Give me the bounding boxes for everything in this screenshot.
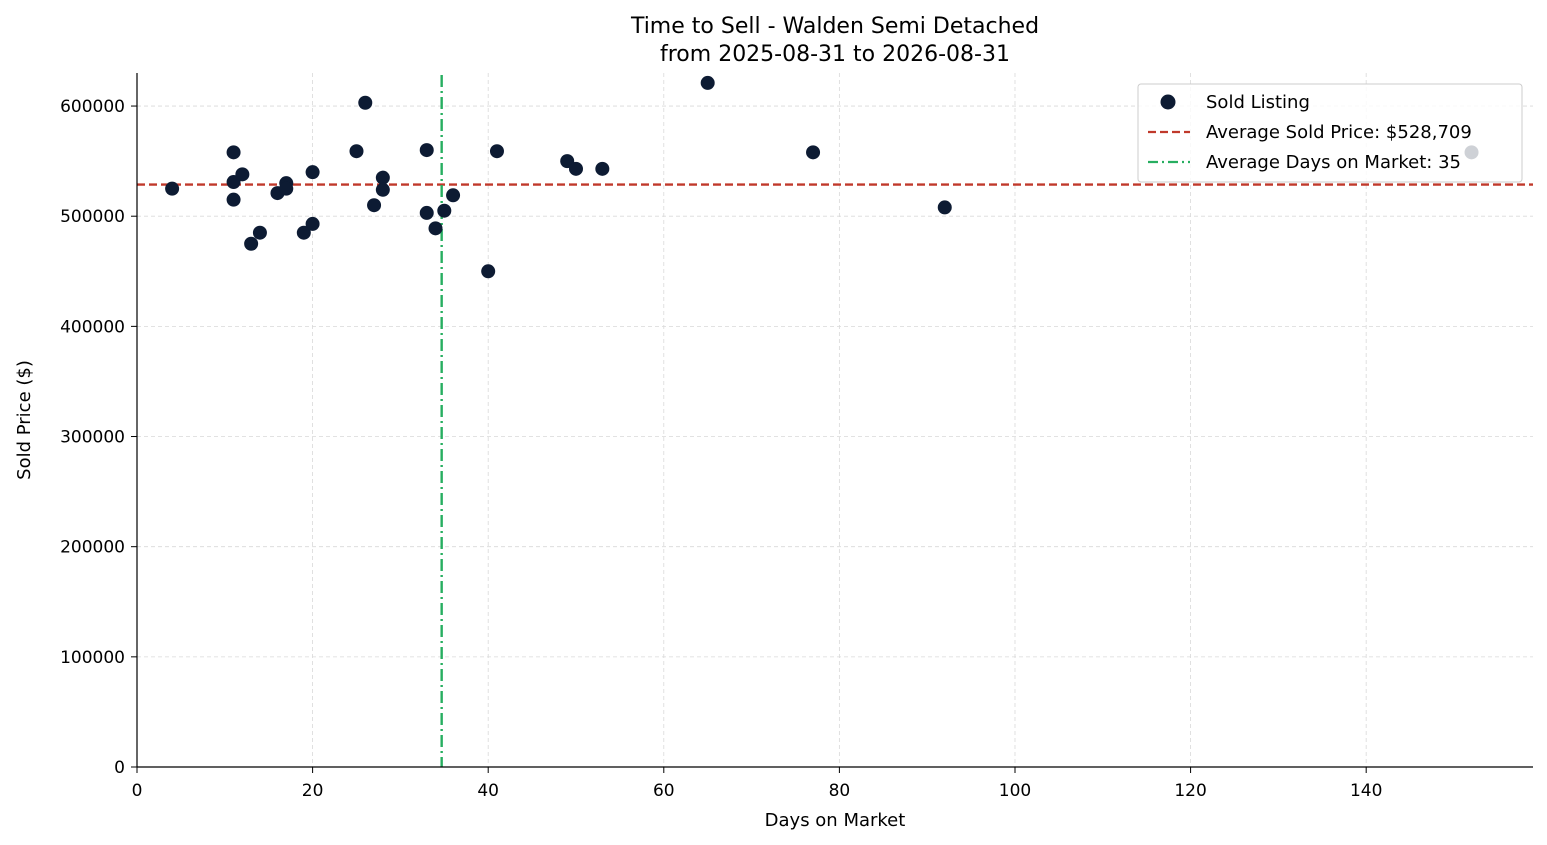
- legend-label-average-days-on-market: Average Days on Market: 35: [1206, 152, 1461, 173]
- y-tick-label: 100000: [60, 648, 125, 668]
- x-ticks: 0 20 40 60 80 100 120 140: [132, 767, 1382, 801]
- x-tick-label: 100: [999, 781, 1031, 801]
- sold-listing-point: [244, 236, 259, 251]
- sold-listing-point: [226, 145, 241, 160]
- y-tick-label: 600000: [60, 97, 125, 117]
- sold-listing-point: [428, 221, 443, 236]
- sold-listing-point: [279, 181, 294, 196]
- axes: [136, 73, 1533, 768]
- sold-listing-point: [700, 75, 715, 90]
- sold-listing-point: [481, 264, 496, 279]
- sold-listing-point: [419, 143, 434, 158]
- sold-listing-point: [937, 200, 952, 215]
- legend: Sold Listing Average Sold Price: $528,70…: [1137, 83, 1523, 183]
- sold-listing-point: [165, 181, 180, 196]
- sold-listing-point: [305, 216, 320, 231]
- sold-listing-point: [446, 188, 461, 203]
- y-tick-label: 500000: [60, 207, 125, 227]
- sold-listing-point: [296, 225, 311, 240]
- chart-subtitle: from 2025-08-31 to 2026-08-31: [660, 42, 1010, 67]
- sold-listing-point: [595, 161, 610, 176]
- sold-listing-point: [375, 170, 390, 185]
- x-tick-label: 80: [829, 781, 851, 801]
- y-tick-label: 0: [114, 758, 125, 778]
- sold-listing-point: [419, 205, 434, 220]
- sold-listing-point: [437, 203, 452, 218]
- sold-listing-point: [305, 165, 320, 180]
- sold-listing-point: [367, 198, 382, 213]
- sold-listing-point: [235, 167, 250, 182]
- sold-listing-point: [252, 225, 267, 240]
- chart-title: Time to Sell - Walden Semi Detached: [630, 14, 1039, 39]
- x-tick-label: 120: [1174, 781, 1206, 801]
- sold-listing-point: [806, 145, 821, 160]
- y-tick-label: 300000: [60, 428, 125, 448]
- x-tick-label: 60: [653, 781, 675, 801]
- x-tick-label: 140: [1350, 781, 1382, 801]
- sold-listing-point: [375, 182, 390, 197]
- y-tick-label: 400000: [60, 317, 125, 337]
- y-tick-label: 200000: [60, 538, 125, 558]
- y-axis-label: Sold Price ($): [14, 360, 35, 480]
- data-points: [165, 75, 1479, 279]
- sold-listing-point: [568, 161, 583, 176]
- legend-label-sold-listing: Sold Listing: [1206, 92, 1310, 113]
- legend-frame: [1137, 83, 1523, 183]
- sold-listing-point: [349, 144, 364, 159]
- x-tick-label: 0: [132, 781, 143, 801]
- x-axis-label: Days on Market: [765, 810, 906, 831]
- sold-listing-point: [489, 144, 504, 159]
- x-tick-label: 20: [302, 781, 324, 801]
- y-ticks: 0 100000 200000 300000 400000 500000 600000: [60, 97, 137, 778]
- legend-marker-sold-listing: [1160, 94, 1176, 110]
- sold-listing-point: [226, 192, 241, 207]
- x-tick-label: 40: [477, 781, 499, 801]
- sold-listing-point: [358, 95, 373, 110]
- legend-label-average-sold-price: Average Sold Price: $528,709: [1206, 122, 1472, 143]
- reference-lines: [137, 75, 1533, 767]
